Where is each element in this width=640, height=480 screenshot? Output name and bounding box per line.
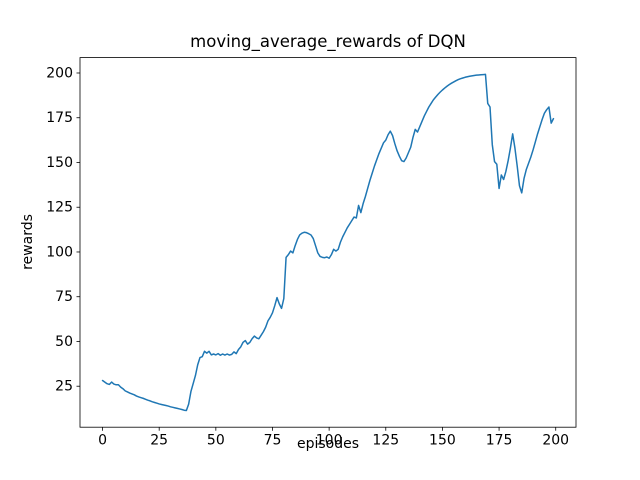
y-axis-label: rewards bbox=[20, 214, 36, 270]
x-tick-label: 100 bbox=[316, 433, 343, 449]
x-tick-label: 175 bbox=[486, 433, 513, 449]
y-tick-label: 125 bbox=[46, 200, 73, 216]
x-tick-label: 150 bbox=[429, 433, 456, 449]
series-line bbox=[101, 73, 555, 412]
x-tick-label: 50 bbox=[207, 433, 225, 449]
chart-title: moving_average_rewards of DQN bbox=[190, 32, 466, 51]
x-tick-label: 125 bbox=[372, 433, 399, 449]
y-tick-label: 175 bbox=[46, 110, 73, 126]
x-tick-label: 0 bbox=[98, 433, 107, 449]
y-tick-label: 100 bbox=[46, 244, 73, 260]
x-tick-label: 200 bbox=[542, 433, 569, 449]
axes-spines bbox=[79, 57, 577, 428]
y-tick-label: 200 bbox=[46, 65, 73, 81]
x-tick-label: 25 bbox=[150, 433, 168, 449]
y-tick-label: 25 bbox=[55, 379, 73, 395]
x-tick-label: 75 bbox=[264, 433, 282, 449]
x-axis-label: episodes bbox=[296, 436, 360, 452]
y-tick-label: 75 bbox=[55, 289, 73, 305]
y-tick-label: 150 bbox=[46, 155, 73, 171]
y-tick-label: 50 bbox=[55, 334, 73, 350]
